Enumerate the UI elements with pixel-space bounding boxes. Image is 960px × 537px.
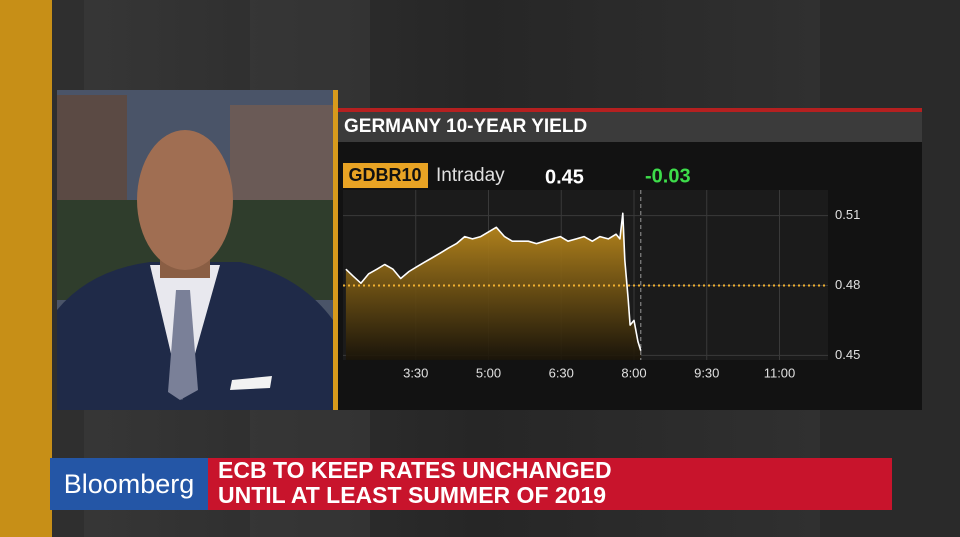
area-fill xyxy=(345,213,641,360)
chart-title-bar xyxy=(338,112,922,142)
headline-box xyxy=(208,458,892,510)
ticker-tag xyxy=(343,163,428,188)
plot: 3:30 5:00 6:30 8:00 9:30 11:00 0.45 0.48 0.51 xyxy=(343,190,860,380)
change-value: -0.03 xyxy=(645,165,691,187)
y-tick-label: 0.51 xyxy=(835,207,860,222)
divider xyxy=(333,90,338,410)
head xyxy=(137,130,233,270)
chart-accent xyxy=(338,108,922,112)
x-tick-label: 8:00 xyxy=(621,365,646,380)
amber-stripe xyxy=(0,0,52,537)
tie xyxy=(168,290,198,400)
ticker: GDBR10 xyxy=(348,165,421,185)
brand: Bloomberg xyxy=(64,469,195,499)
headline-line: ECB TO KEEP RATES UNCHANGED xyxy=(218,457,612,483)
x-tick-label: 3:30 xyxy=(403,365,428,380)
x-tick-label: 6:30 xyxy=(549,365,574,380)
pocket-square xyxy=(230,376,272,390)
period: Intraday xyxy=(436,165,505,186)
brand-box xyxy=(50,458,208,510)
x-tick-label: 9:30 xyxy=(694,365,719,380)
video-window xyxy=(57,90,333,410)
last-value: 0.45 xyxy=(545,166,584,188)
x-tick-label: 5:00 xyxy=(476,365,501,380)
y-tick-label: 0.45 xyxy=(835,347,860,362)
headline-line: UNTIL AT LEAST SUMMER OF 2019 xyxy=(218,482,606,508)
chart-title: GERMANY 10-YEAR YIELD xyxy=(344,116,587,137)
x-tick-label: 11:00 xyxy=(764,365,796,380)
y-tick-label: 0.48 xyxy=(835,277,860,292)
yield-line xyxy=(345,212,642,351)
